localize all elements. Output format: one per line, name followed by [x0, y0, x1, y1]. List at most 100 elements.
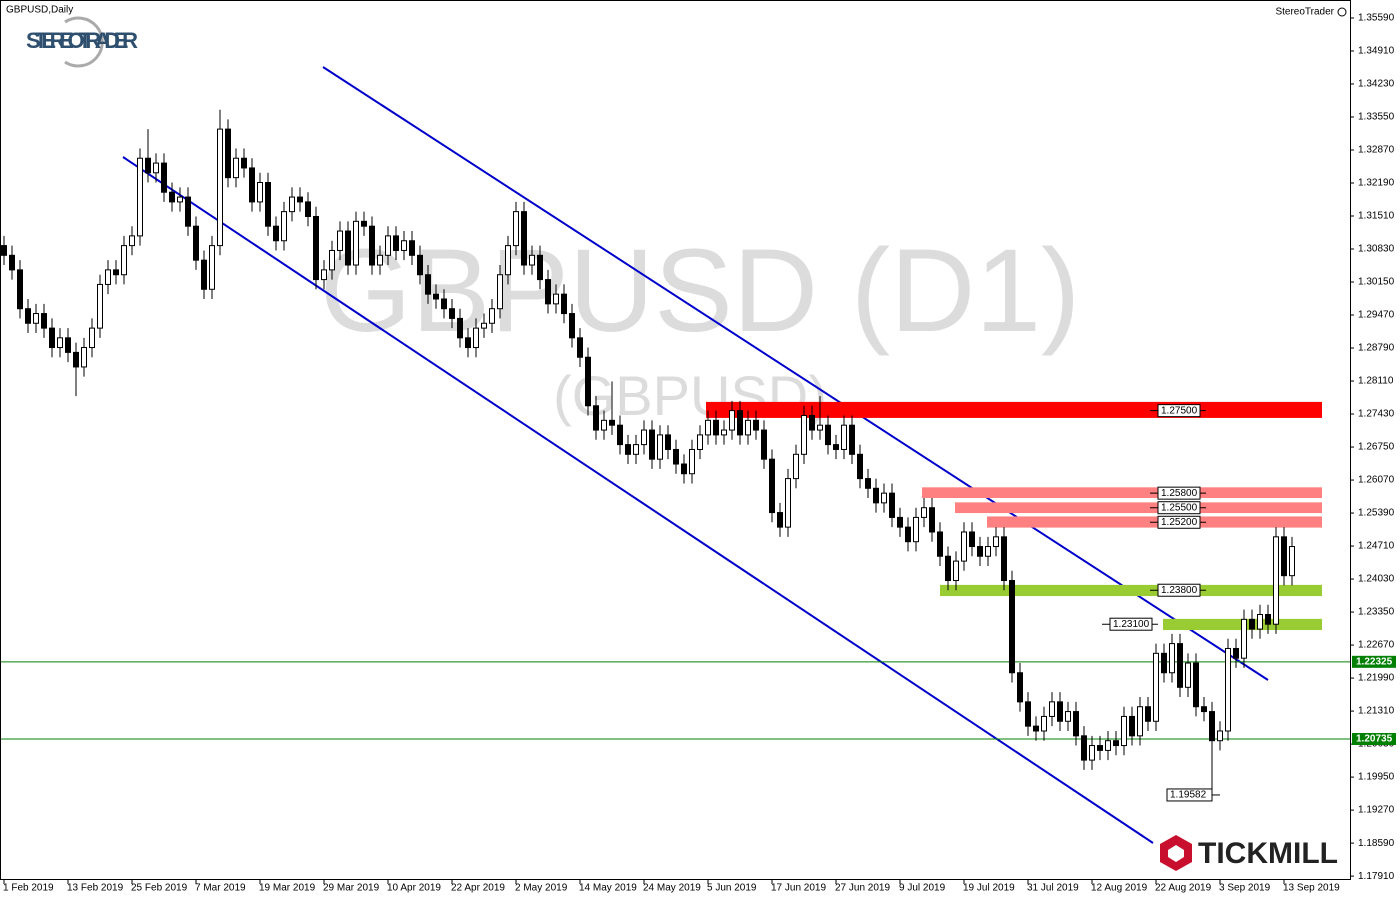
candle-body — [865, 478, 871, 489]
candle-body — [345, 230, 351, 266]
candle-body — [193, 225, 199, 261]
candle-body — [481, 322, 487, 329]
candle-body — [913, 516, 919, 543]
zone-label-box — [1157, 404, 1201, 418]
candle-body — [929, 507, 935, 533]
y-tick-label: 1.32870 — [1358, 145, 1395, 156]
y-tick-label: 1.32190 — [1358, 178, 1395, 189]
x-tick-label: 1 Feb 2019 — [3, 883, 54, 894]
candle-body — [465, 337, 471, 349]
candle-body — [313, 215, 319, 281]
candle-body — [649, 429, 655, 460]
candle-body — [1209, 711, 1215, 742]
candle-body — [1217, 730, 1223, 742]
candle-body — [673, 448, 679, 465]
x-tick-label: 22 Aug 2019 — [1155, 883, 1212, 894]
candle-body — [809, 414, 815, 431]
candle-body — [9, 254, 15, 271]
y-tick-label: 1.24710 — [1358, 541, 1395, 552]
candle-body — [1249, 618, 1255, 630]
y-tick-label: 1.19270 — [1358, 805, 1395, 816]
candle-body — [417, 254, 423, 276]
candle-body — [1241, 618, 1247, 659]
candle-body — [753, 419, 759, 431]
x-tick-label: 29 Mar 2019 — [323, 883, 380, 894]
candle-body — [433, 293, 439, 300]
y-tick-label: 1.21990 — [1358, 673, 1395, 684]
candle-body — [1, 245, 7, 256]
candle-body — [817, 424, 823, 431]
level-tag — [1352, 732, 1396, 745]
candle-body — [329, 249, 335, 271]
candle-body — [897, 516, 903, 528]
x-tick-label: 2 May 2019 — [515, 883, 568, 894]
candle-body — [1041, 715, 1047, 732]
tickmill-icon-inner — [1168, 845, 1184, 862]
x-tick-label: 22 Apr 2019 — [451, 883, 505, 894]
plot: 1.27500 1.25800 1.25500 1.25200 1.23800 1.231… — [0, 109, 1350, 802]
candle-body — [105, 269, 111, 285]
y-tick-label: 1.33550 — [1358, 112, 1395, 123]
candle-body — [1065, 711, 1071, 722]
candle-body — [1273, 536, 1279, 625]
candle-body — [305, 201, 311, 217]
candle-body — [289, 196, 295, 213]
candle-body — [249, 167, 255, 203]
y-tick-label: 1.26750 — [1358, 442, 1395, 453]
candle-body — [737, 410, 743, 436]
candle-body — [81, 347, 87, 368]
candle-body — [945, 555, 951, 582]
brand-icon — [1337, 7, 1347, 17]
candle-body — [361, 220, 367, 227]
plot-border — [0, 0, 1351, 880]
candle-body — [1001, 536, 1007, 582]
chart-title: GBPUSD,Daily — [6, 5, 73, 16]
zone — [706, 401, 1322, 418]
candle-body — [425, 274, 431, 295]
candle-body — [137, 157, 143, 237]
y-tick-label: 1.19950 — [1358, 772, 1395, 783]
brand: StereoTrader — [1275, 7, 1334, 18]
candle-body — [1185, 662, 1191, 688]
y-tick-label: 1.24030 — [1358, 574, 1395, 585]
candle-body — [569, 313, 575, 339]
candle-body — [241, 157, 247, 169]
candle-body — [177, 196, 183, 203]
level-tag-label: 1.22325 — [1356, 656, 1393, 667]
candle-body — [169, 191, 175, 203]
candle-body — [729, 410, 735, 431]
candle-body — [985, 546, 991, 557]
zone-label-box — [1109, 617, 1153, 631]
candle-body — [1161, 652, 1167, 674]
candle-body — [777, 512, 783, 528]
zone-label-box — [1157, 583, 1201, 597]
candle-body — [457, 317, 463, 339]
candle-body — [537, 254, 543, 281]
candle-body — [41, 313, 47, 329]
candle-body — [33, 313, 39, 324]
candle-body — [217, 128, 223, 247]
x-tick-label: 14 May 2019 — [579, 883, 637, 894]
candle-body — [1089, 745, 1095, 761]
candle-body — [321, 269, 327, 281]
candle-body — [961, 531, 967, 562]
zone-label-box — [1157, 501, 1201, 515]
candle-body — [1137, 706, 1143, 737]
candle-body — [785, 478, 791, 528]
candle-body — [921, 507, 927, 518]
candle-body — [1193, 662, 1199, 708]
x-tick-label: 31 Jul 2019 — [1027, 883, 1079, 894]
candle-body — [449, 308, 455, 319]
y-tick-label: 1.31510 — [1358, 211, 1395, 222]
zone-label-box — [1157, 486, 1201, 500]
y-tick-label: 1.21310 — [1358, 706, 1395, 717]
candle-body — [529, 254, 535, 266]
level-tag — [1352, 655, 1396, 668]
candle-body — [873, 487, 879, 504]
candle-body — [849, 424, 855, 455]
candle-body — [609, 419, 615, 426]
candle-body — [297, 196, 303, 203]
x-tick-label: 17 Jun 2019 — [771, 883, 826, 894]
candle-body — [1081, 735, 1087, 761]
